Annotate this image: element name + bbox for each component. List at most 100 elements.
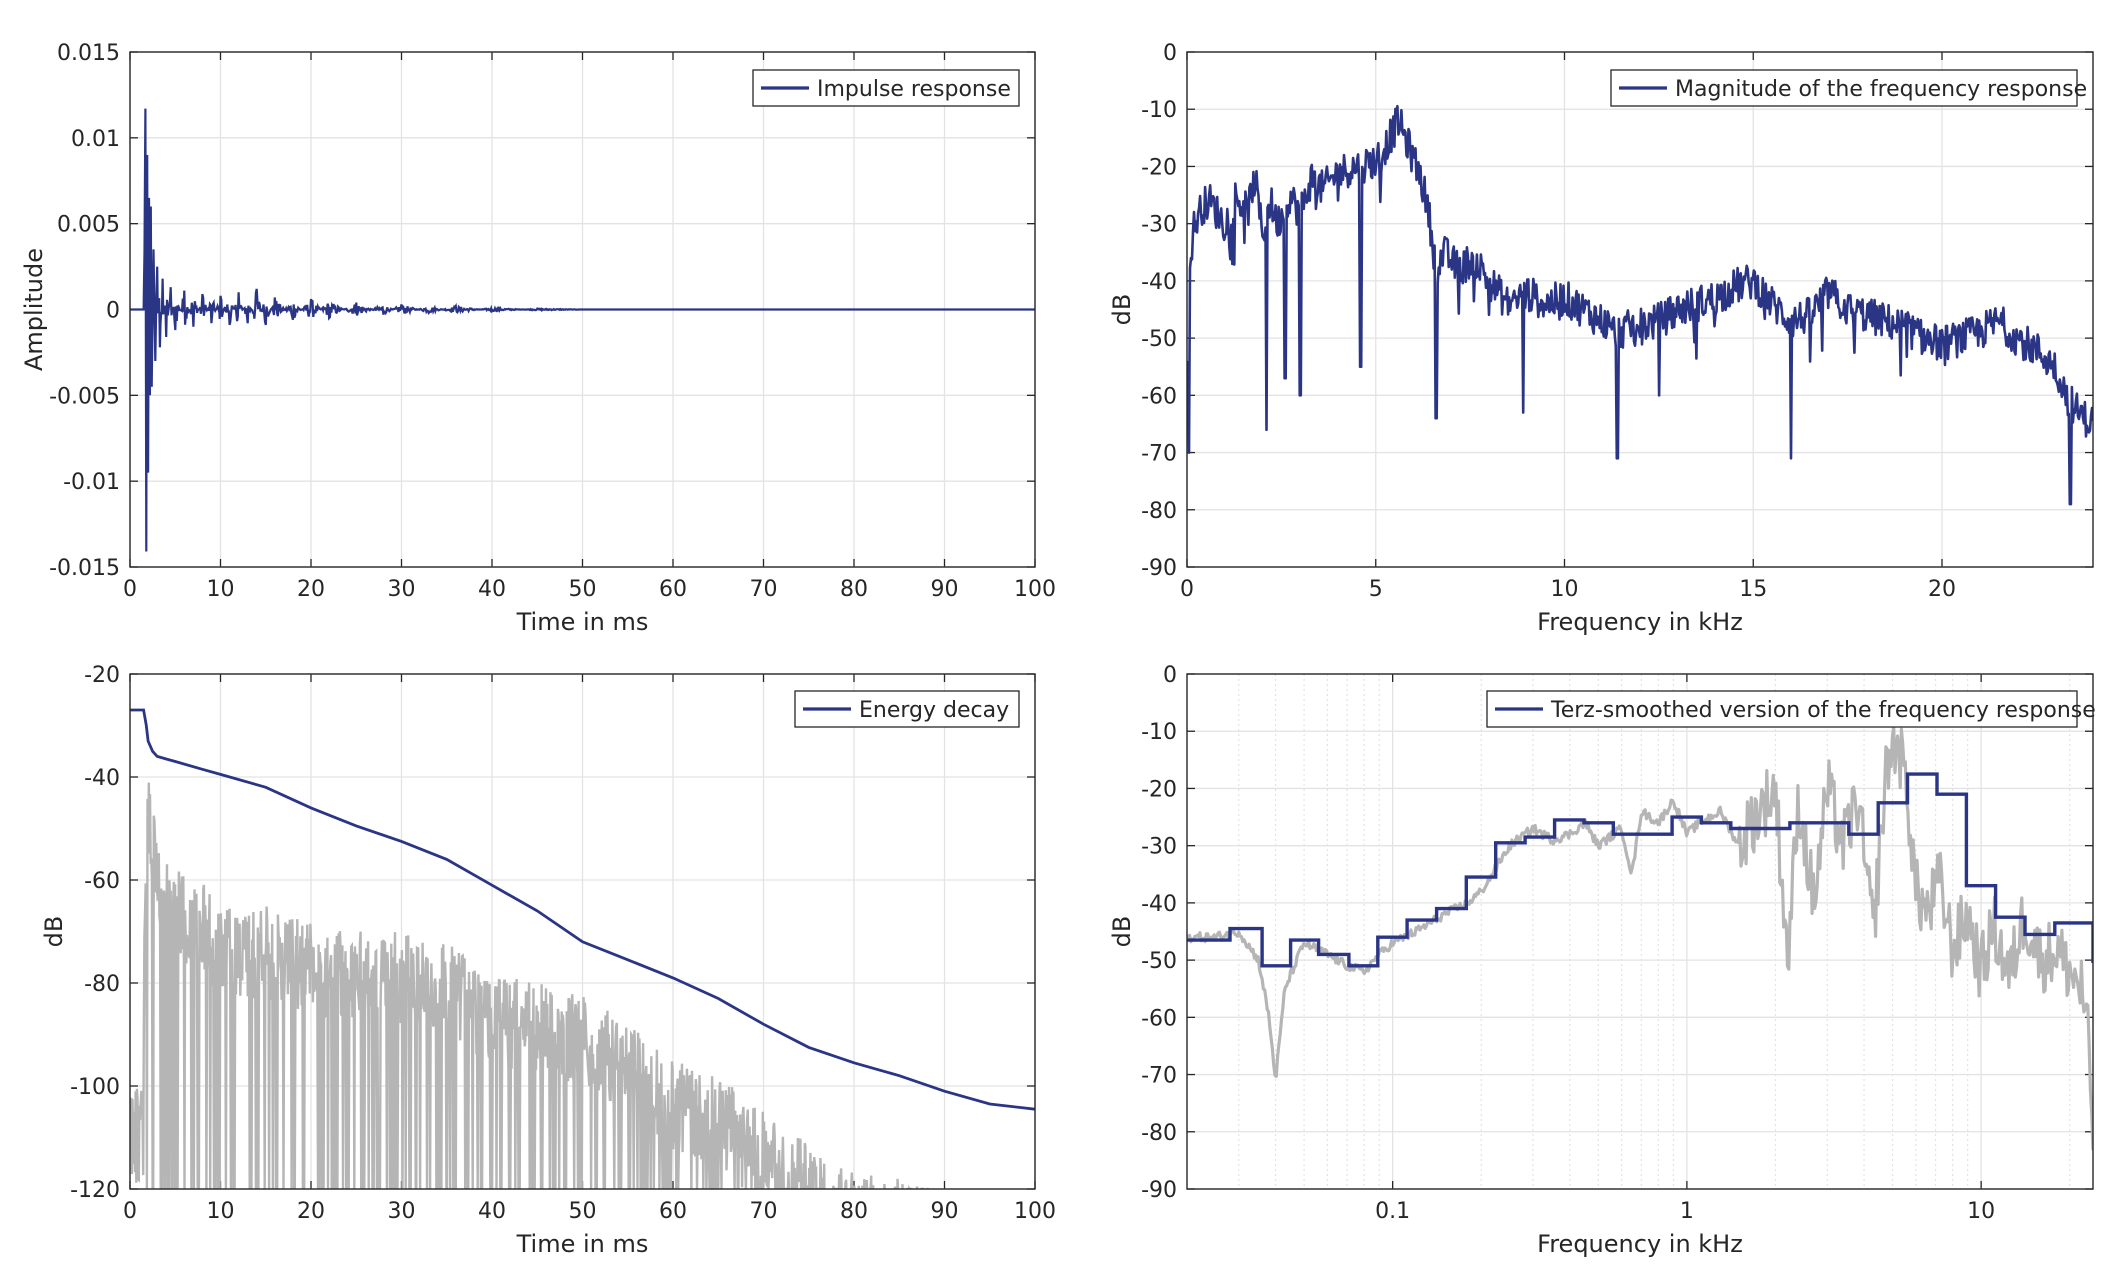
x-tick-label: 20 — [1928, 577, 1956, 602]
y-tick-label: 0.005 — [57, 213, 120, 238]
y-tick-label: 0 — [1163, 41, 1177, 66]
y-tick-label: -40 — [84, 766, 120, 791]
y-tick-label: -100 — [70, 1075, 120, 1100]
x-axis-label: Time in ms — [516, 1230, 649, 1258]
y-tick-label: -0.01 — [63, 470, 120, 495]
y-tick-label: -60 — [1141, 1006, 1177, 1031]
x-tick-label: 50 — [569, 577, 597, 602]
legend-label: Magnitude of the frequency response — [1675, 77, 2087, 102]
y-tick-label: -60 — [84, 869, 120, 894]
axes-box — [129, 673, 1036, 1190]
x-axis-label: Time in ms — [516, 608, 649, 636]
x-tick-label: 5 — [1369, 577, 1383, 602]
x-tick-label: 15 — [1739, 577, 1767, 602]
y-tick-label: -80 — [84, 972, 120, 997]
chart-panel-4: 0.1 1 10 0 -10 -20 -30 -40 -50 -60 -70 -80 -90 Freque… — [1108, 663, 2096, 1258]
y-tick-label: -30 — [1141, 835, 1177, 860]
x-tick-label: 90 — [931, 1199, 959, 1224]
y-tick-label: -0.015 — [49, 556, 120, 581]
chart-panel-3: 0 10 20 30 40 50 60 70 80 90 100 -20 -40 -60 -80 -100 -1… — [40, 663, 1056, 1258]
x-axis-label: Frequency in kHz — [1537, 608, 1743, 636]
plot-series-group — [1187, 104, 2093, 506]
legend-label: Terz-smoothed version of the frequency r… — [1550, 698, 2096, 723]
y-tick-label: -20 — [1141, 777, 1177, 802]
terz-smoothed-line — [1187, 772, 2093, 968]
x-tick-label: 10 — [207, 577, 235, 602]
y-tick-label: -40 — [1141, 892, 1177, 917]
chart-panel-1: 0 10 20 30 40 50 60 70 80 90 1000.0150.010.0050-0.… — [20, 41, 1056, 636]
x-tick-label: 70 — [750, 1199, 778, 1224]
legend: Energy decay — [794, 690, 1020, 728]
plot-series-group — [1187, 725, 2093, 1151]
y-tick-label: -70 — [1141, 1064, 1177, 1089]
chart-panel-2: 0 5 10 15 20 0 -10 -20 -30 -40 -50 -60 -70 -80 -90 Freq… — [1108, 41, 2094, 636]
x-tick-label: 10 — [1551, 577, 1579, 602]
y-tick-label: -60 — [1141, 384, 1177, 409]
x-tick-label: 50 — [569, 1199, 597, 1224]
y-axis-label: dB — [1108, 916, 1136, 948]
x-tick-label: 1 — [1680, 1199, 1694, 1224]
legend-box — [1610, 69, 2078, 107]
y-tick-label: -10 — [1141, 720, 1177, 745]
y-tick-label: -70 — [1141, 442, 1177, 467]
axes-box — [1186, 673, 2094, 1190]
unsmoothed-response-line — [1187, 725, 2093, 1151]
legend: Terz-smoothed version of the frequency r… — [1486, 690, 2096, 728]
y-tick-label: -20 — [84, 663, 120, 688]
plot-series-group — [130, 108, 1035, 552]
y-tick-label: -80 — [1141, 1121, 1177, 1146]
y-tick-label: -10 — [1141, 98, 1177, 123]
x-tick-label: 60 — [659, 577, 687, 602]
y-tick-label: -50 — [1141, 327, 1177, 352]
y-tick-label: -50 — [1141, 949, 1177, 974]
x-tick-label: 80 — [840, 577, 868, 602]
y-tick-label: -40 — [1141, 270, 1177, 295]
x-tick-label: 0 — [123, 1199, 137, 1224]
x-tick-label: 20 — [297, 1199, 325, 1224]
x-tick-label: 70 — [750, 577, 778, 602]
y-tick-label: -30 — [1141, 213, 1177, 238]
y-tick-label: -80 — [1141, 499, 1177, 524]
y-tick-label: -90 — [1141, 556, 1177, 581]
x-tick-label: 10 — [207, 1199, 235, 1224]
y-tick-label: 0.01 — [71, 127, 120, 152]
energy-noise-line — [130, 782, 946, 1189]
legend: Magnitude of the frequency response — [1610, 69, 2087, 107]
x-tick-label: 0.1 — [1375, 1199, 1410, 1224]
x-tick-label: 30 — [388, 1199, 416, 1224]
legend-label: Impulse response — [817, 77, 1011, 102]
x-tick-label: 0 — [1180, 577, 1194, 602]
y-axis-label: Amplitude — [20, 248, 48, 371]
x-tick-label: 30 — [388, 577, 416, 602]
legend-label: Energy decay — [859, 698, 1009, 723]
x-axis-label: Frequency in kHz — [1537, 1230, 1743, 1258]
plot-area — [1187, 674, 2093, 1189]
legend: Impulse response — [752, 69, 1020, 107]
y-axis-label: dB — [40, 916, 68, 948]
x-tick-label: 40 — [478, 577, 506, 602]
x-tick-label: 80 — [840, 1199, 868, 1224]
y-tick-label: -20 — [1141, 155, 1177, 180]
x-tick-label: 60 — [659, 1199, 687, 1224]
x-tick-label: 100 — [1014, 577, 1056, 602]
axes-box — [1186, 51, 2094, 568]
x-tick-label: 40 — [478, 1199, 506, 1224]
legend-box — [1486, 690, 2078, 728]
y-tick-label: -0.005 — [49, 384, 120, 409]
plot-series-group — [130, 708, 1035, 1189]
magnitude-response-line — [1187, 104, 2093, 506]
y-tick-label: -90 — [1141, 1178, 1177, 1203]
y-tick-label: 0 — [106, 299, 120, 324]
x-tick-label: 100 — [1014, 1199, 1056, 1224]
impulse-response-line — [130, 108, 1035, 552]
x-tick-label: 0 — [123, 577, 137, 602]
x-tick-label: 20 — [297, 577, 325, 602]
x-tick-label: 90 — [931, 577, 959, 602]
energy-decay-line — [130, 708, 1035, 1111]
x-tick-label: 10 — [1967, 1199, 1995, 1224]
y-tick-label: 0 — [1163, 663, 1177, 688]
axes-box — [129, 51, 1036, 568]
y-tick-label: 0.015 — [57, 41, 120, 66]
y-tick-label: -120 — [70, 1178, 120, 1203]
